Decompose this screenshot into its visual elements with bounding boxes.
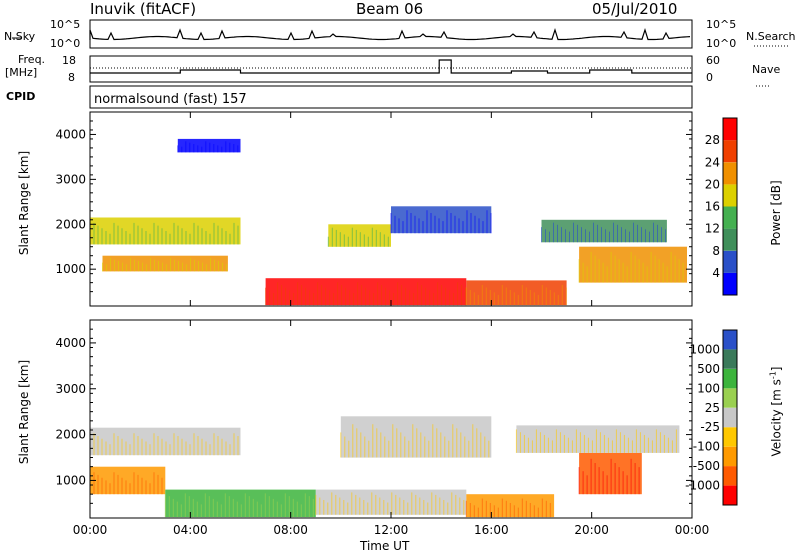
x-tick-label: 04:00 — [173, 523, 208, 537]
data-band — [315, 489, 467, 515]
x-tick-label: 20:00 — [574, 523, 609, 537]
colorbar-segment — [723, 206, 737, 229]
data-band — [579, 452, 642, 495]
colorbar-segment — [723, 118, 737, 141]
data-band — [391, 206, 492, 234]
cpid-value: normalsound (fast) 157 — [94, 92, 247, 107]
noise-right-tick-top: 10^5 — [706, 18, 737, 31]
colorbar-tick-label: 24 — [705, 155, 720, 169]
y-tick-label: 3000 — [55, 382, 86, 396]
colorbar-segment — [723, 427, 737, 447]
colorbar-segment — [723, 388, 737, 408]
colorbar-segment — [723, 162, 737, 185]
colorbar-tick-label: -25 — [700, 420, 720, 434]
colorbar-tick-label: -1000 — [685, 479, 720, 493]
y-tick-label: 1000 — [55, 262, 86, 276]
colorbar-tick-label: -100 — [693, 440, 720, 454]
colorbar-tick-label: 1000 — [689, 342, 720, 356]
data-band — [90, 217, 241, 245]
data-band — [466, 280, 567, 306]
colorbar-segment — [723, 485, 737, 505]
y-tick-label: 2000 — [55, 217, 86, 231]
nsearch-label: N.Search — [746, 30, 796, 43]
date-title: 05/Jul/2010 — [592, 0, 678, 18]
colorbar-segment — [723, 407, 737, 428]
noise-left-tick-bottom: 10^0 — [50, 37, 81, 50]
colorbar-segment — [723, 349, 737, 369]
freq-panel-frame — [89, 55, 693, 83]
y-tick-label: 1000 — [55, 473, 86, 487]
noise-left-tick-top: 10^5 — [50, 18, 81, 31]
noise-panel-frame — [89, 19, 693, 49]
x-tick-label: 12:00 — [374, 523, 409, 537]
colorbar-segment — [723, 466, 737, 486]
nsky-trace — [89, 28, 691, 41]
freq-label-line2: [MHz] — [5, 66, 38, 79]
data-band — [579, 246, 687, 283]
noise-right-tick-bottom: 10^0 — [706, 37, 737, 50]
colorbar-segment — [723, 140, 737, 163]
cpid-panel-frame — [89, 85, 693, 109]
nave-label: Nave — [752, 63, 781, 76]
x-tick-label: 00:00 — [73, 523, 108, 537]
colorbar-segment — [723, 368, 737, 389]
colorbar-segment — [723, 250, 737, 273]
y-tick-label: 2000 — [55, 428, 86, 442]
freq-label-line1: Freq. — [18, 53, 46, 66]
colorbar-tick-label: -500 — [693, 459, 720, 473]
y-tick-label: 3000 — [55, 172, 86, 186]
colorbar-tick-label: 12 — [705, 222, 720, 236]
data-band — [340, 416, 492, 458]
colorbar-segment — [723, 184, 737, 207]
nave-right-tick-top: 60 — [706, 54, 720, 67]
nave-right-tick-bottom: 0 — [706, 71, 713, 84]
colorbar-tick-label: 500 — [697, 362, 720, 376]
colorbar-tick-label: 4 — [712, 266, 720, 280]
colorbar-frame — [722, 329, 738, 506]
y-tick-label: 4000 — [55, 336, 86, 350]
data-band — [90, 427, 241, 456]
colorbar-tick-label: 25 — [705, 401, 720, 415]
colorbar-tick-label: 28 — [705, 133, 720, 147]
colorbar-tick-label: 20 — [705, 177, 720, 191]
colorbar-segment — [723, 228, 737, 251]
colorbar-tick-label: 100 — [697, 381, 720, 395]
colorbar-frame — [722, 117, 738, 296]
data-band — [177, 138, 241, 153]
data-band — [328, 224, 391, 247]
x-tick-label: 00:00 — [675, 523, 710, 537]
beam-title: Beam 06 — [356, 0, 424, 18]
colorbar-segment — [723, 272, 737, 295]
colorbar-tick-label: 8 — [712, 244, 720, 258]
x-tick-label: 16:00 — [474, 523, 509, 537]
data-band — [541, 219, 667, 243]
data-band — [102, 255, 228, 272]
colorbar-segment — [723, 446, 737, 467]
freq-trace — [90, 59, 692, 74]
nsky-label: N.Sky — [4, 30, 36, 43]
x-axis-title: Time UT — [360, 539, 410, 553]
data-band — [90, 466, 166, 495]
cpid-label: CPID — [6, 90, 36, 103]
y-tick-label: 4000 — [55, 127, 86, 141]
x-tick-label: 08:00 — [273, 523, 308, 537]
colorbar-segment — [723, 330, 737, 350]
freq-left-tick-bottom: 8 — [68, 71, 75, 84]
freq-left-tick-top: 18 — [62, 54, 76, 67]
colorbar-tick-label: 16 — [705, 200, 720, 214]
station-title: Inuvik (fitACF) — [90, 0, 197, 18]
